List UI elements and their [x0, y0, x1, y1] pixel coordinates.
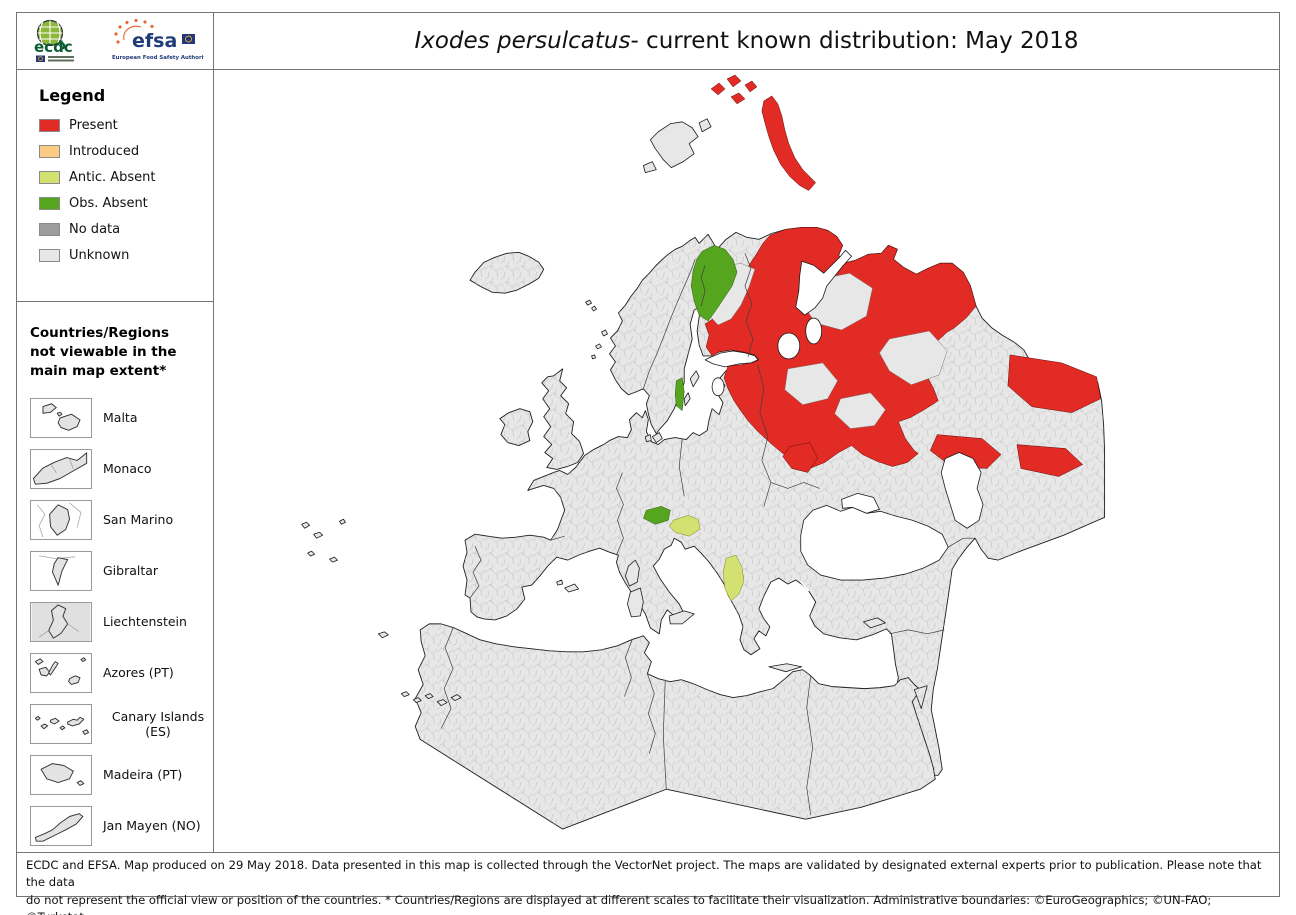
map-report-frame: ecdc efsa: [16, 12, 1280, 915]
madeira-thumbnail: [30, 755, 92, 796]
obs-absent-swatch-icon: [39, 197, 60, 210]
legend-item-present: Present: [39, 118, 213, 133]
footer-note: ECDC and EFSA. Map produced on 29 May 20…: [17, 853, 1279, 915]
inset-item-san-marino: San Marino: [30, 495, 213, 546]
sidebar: Legend Present Introduced Antic. Absent …: [17, 70, 214, 852]
legend-label: Unknown: [69, 248, 130, 263]
efsa-eu-flag-icon: [182, 34, 195, 44]
unknown-swatch-icon: [39, 249, 60, 262]
inset-item-monaco: Monaco: [30, 444, 213, 495]
present-regions: [704, 74, 1101, 477]
san-marino-thumbnail: [30, 500, 92, 541]
ecdc-wordmark: ecdc: [34, 38, 73, 56]
legend-item-no-data: No data: [39, 222, 213, 237]
legend-panel: Legend Present Introduced Antic. Absent …: [17, 70, 213, 302]
legend-item-obs-absent: Obs. Absent: [39, 196, 213, 211]
legend-label: No data: [69, 222, 121, 237]
europe-distribution-map: [301, 74, 1106, 830]
legend-label: Present: [69, 118, 118, 133]
inset-item-label: Monaco: [103, 461, 152, 477]
obs-absent-regions: [643, 245, 738, 525]
legend-label: Antic. Absent: [69, 170, 156, 185]
inset-item-label: Malta: [103, 410, 138, 426]
main-area: Legend Present Introduced Antic. Absent …: [17, 70, 1279, 853]
inset-item-canary-islands: Canary Islands (ES): [30, 699, 213, 750]
efsa-tagline: European Food Safety Authority: [112, 55, 204, 61]
introduced-swatch-icon: [39, 145, 60, 158]
inset-item-label: San Marino: [103, 512, 174, 528]
header: ecdc efsa: [17, 13, 1279, 70]
country-borders: [440, 253, 976, 816]
legend-label: Obs. Absent: [69, 196, 148, 211]
jan-mayen-thumbnail: [30, 806, 92, 847]
gibraltar-thumbnail: [30, 551, 92, 592]
inset-item-label: Gibraltar: [103, 563, 159, 579]
inset-item-label: Madeira (PT): [103, 767, 183, 783]
no-data-swatch-icon: [39, 223, 60, 236]
inset-item-liechtenstein: Liechtenstein: [30, 597, 213, 648]
inset-item-malta: Malta: [30, 393, 213, 444]
admin-boundaries-texture: [415, 227, 1105, 830]
monaco-thumbnail: [30, 449, 92, 490]
map-title-species: Ixodes persulcatus: [414, 28, 631, 54]
liechtenstein-thumbnail: [30, 602, 92, 643]
efsa-logo: efsa European Food Safety Authority: [112, 18, 204, 61]
inset-item-madeira: Madeira (PT): [30, 750, 213, 801]
legend-item-introduced: Introduced: [39, 144, 213, 159]
present-swatch-icon: [39, 119, 60, 132]
antic-absent-swatch-icon: [39, 171, 60, 184]
map-title: Ixodes persulcatus - current known distr…: [214, 13, 1279, 69]
canary-islands-thumbnail: [30, 704, 92, 745]
map-area: [214, 70, 1279, 852]
inset-panel-title: Countries/Regions not viewable in the ma…: [30, 325, 177, 379]
ecdc-logo: ecdc: [34, 19, 74, 62]
efsa-stars-icon: [114, 18, 154, 44]
inset-item-label: Azores (PT): [103, 665, 174, 681]
azores-thumbnail: [30, 653, 92, 694]
map-title-rest: - current known distribution: May 2018: [630, 28, 1079, 54]
inset-item-label: Jan Mayen (NO): [103, 818, 201, 834]
legend-title: Legend: [39, 86, 106, 105]
antic-absent-regions: [669, 515, 745, 602]
seas-and-lakes: [704, 249, 984, 592]
legend-item-antic-absent: Antic. Absent: [39, 170, 213, 185]
ecdc-eu-flag-icon: [36, 55, 45, 62]
inset-item-azores: Azores (PT): [30, 648, 213, 699]
legend-item-unknown: Unknown: [39, 248, 213, 263]
inset-item-gibraltar: Gibraltar: [30, 546, 213, 597]
inset-panel: Countries/Regions not viewable in the ma…: [17, 302, 213, 852]
small-islands: [301, 299, 886, 706]
footer-line-2: do not represent the official view or po…: [26, 892, 1212, 915]
malta-thumbnail: [30, 398, 92, 439]
inset-item-jan-mayen: Jan Mayen (NO): [30, 801, 213, 852]
logo-panel: ecdc efsa: [17, 13, 214, 69]
footer-line-1: ECDC and EFSA. Map produced on 29 May 20…: [26, 858, 1262, 890]
inset-item-label: Liechtenstein: [103, 614, 187, 630]
inset-item-label: Canary Islands (ES): [111, 708, 205, 740]
efsa-wordmark: efsa: [132, 30, 177, 52]
legend-label: Introduced: [69, 144, 140, 159]
